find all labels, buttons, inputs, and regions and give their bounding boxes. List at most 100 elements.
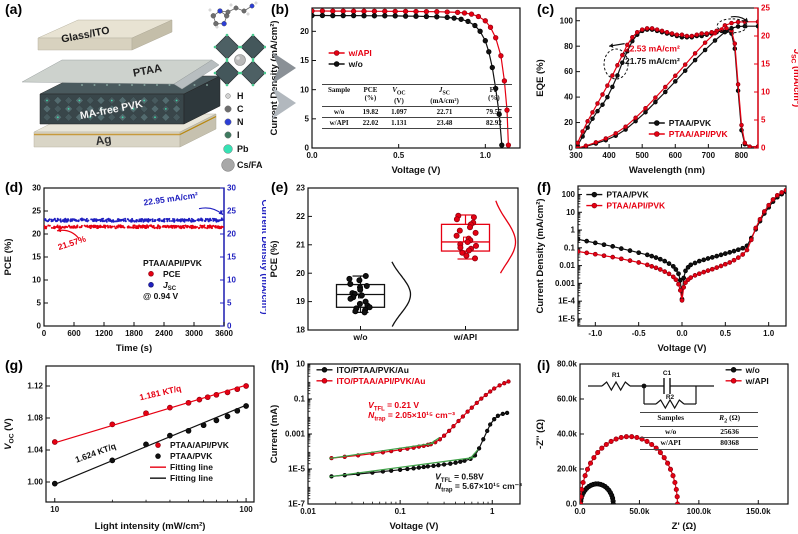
annotation-arrow xyxy=(730,15,749,23)
svg-text:100: 100 xyxy=(239,505,253,514)
svg-text:600: 600 xyxy=(669,151,683,160)
svg-text:20: 20 xyxy=(564,118,573,127)
series-fit2 xyxy=(329,442,435,460)
svg-text:19: 19 xyxy=(296,297,305,306)
series-ITO/PTAA/API/PVK/Au xyxy=(329,379,511,461)
svg-text:Pb: Pb xyxy=(237,144,249,154)
svg-text:20: 20 xyxy=(227,230,236,239)
svg-text:PTAA/API/PVK: PTAA/API/PVK xyxy=(143,258,203,268)
table-cell: VOC (V) xyxy=(392,86,406,106)
annotation: VTFL = 0.21 V xyxy=(368,400,419,412)
series-w/API xyxy=(312,8,512,148)
device-schematic-host: Glass/ITO PTAA MA-free PVK Ag H C N I Pb Cs/FA xyxy=(0,0,266,178)
table-cell: 80368 xyxy=(720,438,740,448)
svg-text:15: 15 xyxy=(32,253,41,262)
svg-text:0.01: 0.01 xyxy=(559,261,575,270)
series-JSC integrated w/API xyxy=(576,19,758,148)
series-JSC xyxy=(44,217,224,223)
svg-text:150.0k: 150.0k xyxy=(746,507,771,516)
table-cell: FF (%) xyxy=(488,86,500,103)
series-fit3 xyxy=(468,449,479,461)
svg-text:R2: R2 xyxy=(666,394,675,401)
table-row: w/o 25636 xyxy=(640,427,758,439)
series-PTAA/API/PVK xyxy=(578,187,786,303)
svg-text:JSC: JSC xyxy=(163,280,177,292)
series-layer xyxy=(51,383,249,487)
series-w/o xyxy=(580,481,616,504)
panel-h: 0.01 0.1 1 1E-7 1E-5 0.001 0.1 10 Voltage (V) Cur… xyxy=(266,356,532,534)
svg-text:0: 0 xyxy=(37,322,42,331)
svg-text:21: 21 xyxy=(296,240,305,249)
voc-intensity-chart-host: 10 100 1.00 1.04 1.08 1.12 Light intensity (mW… xyxy=(0,356,266,534)
svg-text:0.1: 0.1 xyxy=(294,395,306,404)
C-atom-legend-item: C xyxy=(224,104,244,114)
svg-text:2400: 2400 xyxy=(155,329,173,338)
y-axis-label: Current (mA) xyxy=(269,405,280,464)
chart-h: 0.01 0.1 1 1E-7 1E-5 0.001 0.1 10 Voltage (V) Cur… xyxy=(269,360,522,532)
boxplot-w/API xyxy=(440,200,517,274)
svg-text:100: 100 xyxy=(562,190,576,199)
series-fit4 xyxy=(427,437,440,446)
svg-text:Fitting line: Fitting line xyxy=(170,473,213,483)
table-cell: 22.71 xyxy=(436,108,453,117)
series-layer xyxy=(44,217,224,230)
series-layer xyxy=(576,19,758,148)
svg-text:1200: 1200 xyxy=(95,329,113,338)
svg-text:23: 23 xyxy=(296,184,305,193)
svg-text:25: 25 xyxy=(761,4,770,13)
svg-text:Cs/FA: Cs/FA xyxy=(237,160,263,170)
svg-text:10: 10 xyxy=(50,505,59,514)
svg-text:15: 15 xyxy=(227,253,236,262)
chart-b: 0.0 0.5 1.0 0 5 10 15 20 Voltage (V) Current Dens… xyxy=(269,7,521,176)
svg-text:500: 500 xyxy=(636,151,650,160)
svg-text:15: 15 xyxy=(300,56,309,65)
panel-d-label: (d) xyxy=(5,179,23,195)
svg-text:5: 5 xyxy=(227,299,232,308)
chart-f: -1.0 -0.5 0.0 0.5 1.0 1E-5 1E-4 0.001 0.01 0.1 1 10… xyxy=(535,185,787,354)
panel-d: 0 600 1200 1800 2400 3000 3600 0 5 10 15 20 25 30 0 5 10… xyxy=(0,178,266,356)
panel-c-label: (c) xyxy=(537,1,555,17)
svg-text:1: 1 xyxy=(571,226,576,235)
chart-e: w/o w/API 18 19 20 21 22 23 PCE (%) xyxy=(269,184,519,342)
svg-text:800: 800 xyxy=(735,151,749,160)
svg-text:w/o: w/o xyxy=(352,332,367,342)
svg-text:1E-4: 1E-4 xyxy=(558,297,575,306)
distribution-curve xyxy=(495,200,517,274)
svg-text:Fitting line: Fitting line xyxy=(170,462,213,472)
annotation: 22.53 mA/cm² xyxy=(625,43,680,53)
panel-i: 0.0 50.0k 100.0k 150.0k 0.0 20.0k 40.0k 60.0k 80… xyxy=(532,356,798,534)
svg-text:0: 0 xyxy=(761,144,766,153)
distribution-curve xyxy=(391,261,412,327)
series-PCE xyxy=(44,224,224,230)
y-axis-label: Current Density (mA/cm²) xyxy=(269,20,280,135)
annotation: Ntrap = 2.05×10¹⁵ cm⁻³ xyxy=(368,410,455,422)
table-cell: R2 (Ω) xyxy=(719,413,741,425)
Pb-atom-legend-item: Pb xyxy=(223,144,249,154)
svg-text:-0.5: -0.5 xyxy=(632,329,646,338)
x-axis-label: Wavelength (nm) xyxy=(629,165,705,176)
svg-text:0: 0 xyxy=(569,144,574,153)
table-cell: Sample xyxy=(328,86,351,94)
svg-text:PTAA/API/PVK: PTAA/API/PVK xyxy=(669,129,729,139)
svg-text:20: 20 xyxy=(300,27,309,36)
svg-text:0.0: 0.0 xyxy=(676,329,688,338)
axes: w/o w/API 18 19 20 21 22 23 xyxy=(296,184,519,342)
svg-text:0.0: 0.0 xyxy=(574,507,586,516)
y-axis-label: EQE (%) xyxy=(535,59,546,96)
transition-arrow-icon xyxy=(272,87,296,119)
y-axis-label: PCE (%) xyxy=(269,241,280,278)
panel-g: 10 100 1.00 1.04 1.08 1.12 Light intensity (mW… xyxy=(0,356,266,534)
annotation-arrow xyxy=(198,207,224,216)
table-cell: 1.097 xyxy=(391,108,407,117)
x-axis-label: Voltage (V) xyxy=(392,165,441,176)
annotation-arrow xyxy=(608,43,625,48)
svg-text:N: N xyxy=(237,117,244,127)
svg-text:ITO/PTAA/PVK/Au: ITO/PTAA/PVK/Au xyxy=(336,365,408,375)
svg-text:1.0: 1.0 xyxy=(763,329,775,338)
panel-c: 300 400 500 600 700 800 0 20 40 60 80 100 0 5 10 15 20 25… xyxy=(532,0,798,178)
svg-text:18: 18 xyxy=(296,326,305,335)
darkjv-chart-host: -1.0 -0.5 0.0 0.5 1.0 1E-5 1E-4 0.001 0.01 0.1 1 10… xyxy=(532,178,798,356)
annotation: 21.75 mA/cm² xyxy=(625,56,680,66)
svg-text:w/o: w/o xyxy=(348,59,363,69)
